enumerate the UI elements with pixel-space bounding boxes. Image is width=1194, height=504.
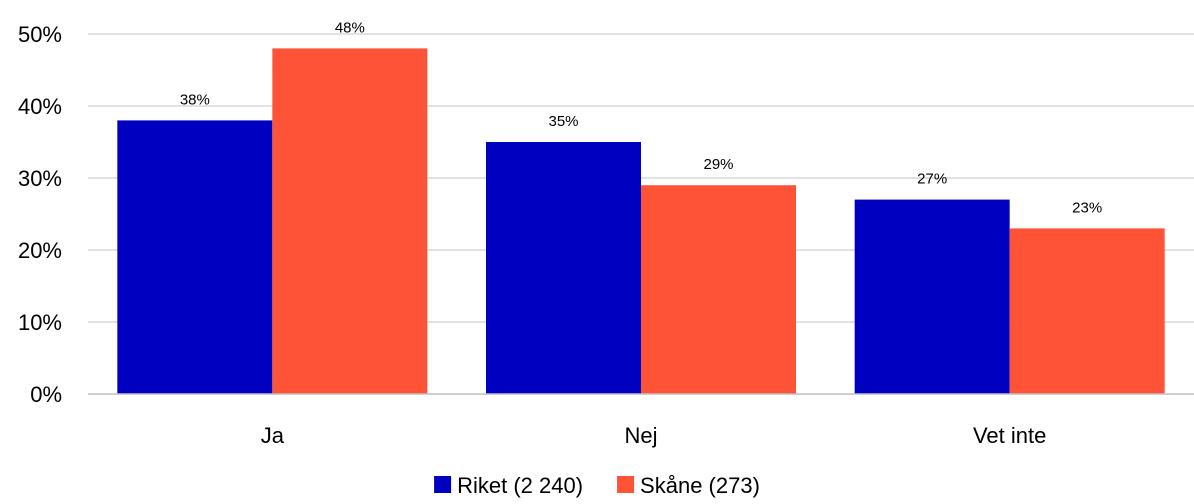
y-tick-label: 20% bbox=[18, 238, 62, 263]
bars bbox=[117, 48, 1165, 395]
bar-ja-series-0 bbox=[117, 120, 273, 395]
data-label: 27% bbox=[917, 171, 947, 188]
data-label: 29% bbox=[703, 156, 733, 173]
bar-ja-series-1 bbox=[272, 48, 428, 395]
data-label: 48% bbox=[335, 19, 365, 36]
x-category-label: Vet inte bbox=[973, 423, 1046, 448]
data-labels: 38% 48% 35% 29% 27% 23% bbox=[180, 19, 1102, 216]
data-label: 23% bbox=[1072, 199, 1102, 216]
bar-nej-series-1 bbox=[641, 185, 796, 394]
x-category-label: Ja bbox=[261, 423, 285, 448]
y-tick-label: 30% bbox=[18, 166, 62, 191]
y-tick-label: 10% bbox=[18, 310, 62, 335]
bar-vet-inte-series-0 bbox=[854, 199, 1010, 394]
bar-nej-series-0 bbox=[486, 142, 641, 394]
x-axis: Ja Nej Vet inte bbox=[88, 393, 1194, 448]
legend-label: Skåne (273) bbox=[640, 473, 760, 498]
legend-swatch bbox=[617, 476, 635, 493]
data-label: 38% bbox=[180, 91, 210, 108]
y-tick-label: 50% bbox=[18, 22, 62, 47]
data-label: 35% bbox=[548, 113, 578, 130]
y-tick-label: 0% bbox=[30, 382, 62, 407]
legend-label: Riket (2 240) bbox=[457, 473, 583, 498]
legend-swatch bbox=[434, 476, 452, 493]
x-category-label: Nej bbox=[624, 423, 657, 448]
bar-vet-inte-series-1 bbox=[1009, 228, 1165, 394]
y-axis-ticks: 0% 10% 20% 30% 40% 50% bbox=[18, 22, 62, 407]
y-tick-label: 40% bbox=[18, 94, 62, 119]
legend: Riket (2 240) Skåne (273) bbox=[434, 473, 760, 498]
